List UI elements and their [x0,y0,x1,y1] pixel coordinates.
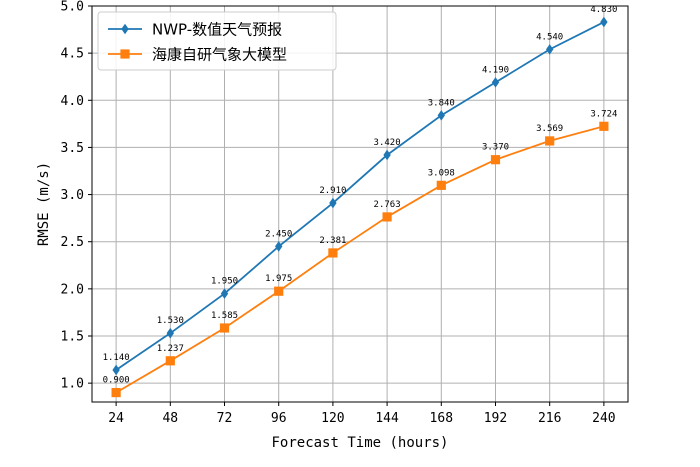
data-label: 1.975 [265,274,292,284]
data-point [382,212,392,222]
data-label: 1.950 [211,277,238,287]
x-tick-label: 24 [108,411,124,426]
x-axis-title: Forecast Time (hours) [271,435,448,451]
data-point [546,44,554,55]
data-point [220,288,229,299]
series-line-1 [115,125,605,394]
data-point [165,356,175,366]
data-point [490,155,501,165]
grid-lines [92,5,628,402]
series-layer [111,16,609,398]
data-label: 3.420 [374,138,401,148]
y-tick-label: 5.0 [61,0,84,15]
data-label: 3.569 [536,124,563,134]
data-label: 1.585 [211,311,238,321]
data-label: 3.098 [428,168,455,178]
data-labels-layer: 1.140 1.530 1.950 2.450 2.910 3.420 3.840 4.190… [103,5,618,386]
data-label: 1.530 [157,316,184,326]
legend-entry-model: 海康自研气象大模型 [108,46,287,64]
data-label: 2.381 [319,236,346,246]
series-line-0 [115,21,605,371]
data-point [274,286,284,296]
ticks-layer: 24 48 72 96 120 144 168 192 216 240 1.0 1.5 2.0 2.5 3.… [61,0,616,426]
y-tick-label: 4.0 [61,94,84,109]
y-tick-label: 1.0 [61,377,84,392]
data-label: 3.370 [482,143,509,153]
data-point [112,364,120,376]
y-tick-label: 2.5 [61,235,84,250]
x-tick-label: 168 [430,411,453,426]
data-point [219,323,230,333]
data-label: 2.910 [319,186,346,196]
data-point [436,180,446,190]
data-point [600,16,608,28]
y-tick-label: 3.5 [61,141,84,156]
data-label: 2.450 [265,229,292,239]
x-tick-label: 72 [217,411,233,426]
axes-layer [91,5,629,403]
data-point [383,149,391,161]
y-tick-label: 1.5 [61,330,84,345]
x-tick-label: 120 [321,411,344,426]
data-point [599,121,609,131]
y-tick-label: 4.5 [61,47,84,62]
x-tick-label: 240 [592,411,615,426]
legend: NWP-数值天气预报 海康自研气象大模型 [97,11,337,71]
data-label: 4.540 [536,32,563,42]
y-axis-title: RMSE (m/s) [36,162,52,246]
y-tick-label: 3.0 [61,188,84,203]
legend-marker-model [120,49,130,59]
data-label: 1.140 [103,353,130,363]
x-tick-label: 96 [271,411,287,426]
data-label: 3.724 [590,109,617,119]
data-label: 4.830 [590,5,617,15]
legend-label-nwp: NWP-数值天气预报 [152,21,282,39]
x-tick-label: 192 [484,411,507,426]
data-label: 4.190 [482,65,509,75]
data-point [166,327,174,339]
data-point [329,197,337,209]
data-label: 1.237 [157,344,184,354]
data-point [545,136,555,146]
legend-marker-nwp [121,23,129,35]
data-point [437,110,445,121]
data-label: 2.763 [374,200,401,210]
x-tick-label: 144 [375,411,399,426]
plot-frame [91,5,629,403]
data-point [275,241,283,252]
data-label: 3.840 [428,98,455,108]
legend-entry-nwp: NWP-数值天气预报 [108,21,282,39]
data-label: 0.900 [103,376,130,386]
legend-box [97,11,337,71]
data-point [491,77,500,88]
x-tick-label: 48 [162,411,178,426]
data-point [111,387,121,398]
y-tick-label: 2.0 [61,282,84,297]
data-point [328,248,338,258]
legend-label-model: 海康自研气象大模型 [152,46,287,64]
x-tick-label: 216 [538,411,561,426]
